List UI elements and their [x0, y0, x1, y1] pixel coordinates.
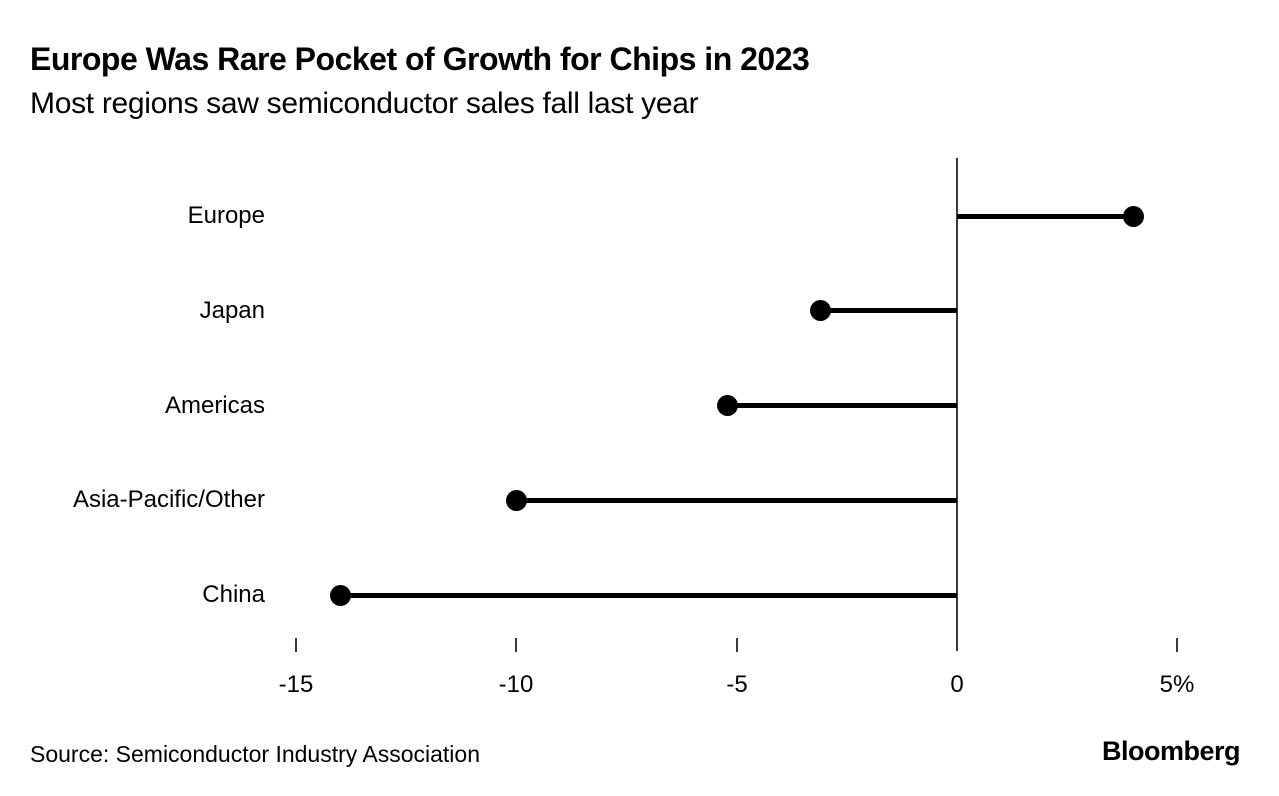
chart-title: Europe Was Rare Pocket of Growth for Chi…	[30, 41, 810, 77]
category-label: Europe	[187, 202, 265, 229]
chart-subtitle: Most regions saw semiconductor sales fal…	[30, 87, 699, 120]
lollipop-stem	[820, 308, 957, 313]
lollipop-stem	[728, 403, 957, 408]
category-label: China	[202, 581, 265, 608]
zero-axis-line	[956, 158, 958, 651]
category-label: Japan	[199, 297, 265, 324]
x-axis-tick-label: 5%	[1159, 671, 1195, 698]
lollipop-stem	[340, 593, 957, 598]
x-axis-tick	[1176, 638, 1178, 652]
x-axis-tick-label: -5	[726, 671, 748, 698]
data-point-dot	[506, 490, 527, 511]
x-axis-tick	[515, 638, 517, 652]
x-axis-tick-label: -10	[498, 671, 534, 698]
data-point-dot	[330, 585, 351, 606]
source-note: Source: Semiconductor Industry Associati…	[30, 741, 481, 767]
x-axis-tick-label: -15	[278, 671, 314, 698]
category-label: Asia-Pacific/Other	[72, 486, 265, 513]
category-label: Americas	[164, 392, 265, 419]
lollipop-stem	[957, 214, 1133, 219]
lollipop-stem	[516, 498, 957, 503]
data-point-dot	[1123, 206, 1144, 227]
x-axis-tick	[295, 638, 297, 652]
x-axis-tick	[736, 638, 738, 652]
x-axis-tick-label: 0	[950, 671, 964, 698]
data-point-dot	[717, 395, 738, 416]
bloomberg-logo: Bloomberg	[1101, 736, 1241, 766]
data-point-dot	[810, 300, 831, 321]
